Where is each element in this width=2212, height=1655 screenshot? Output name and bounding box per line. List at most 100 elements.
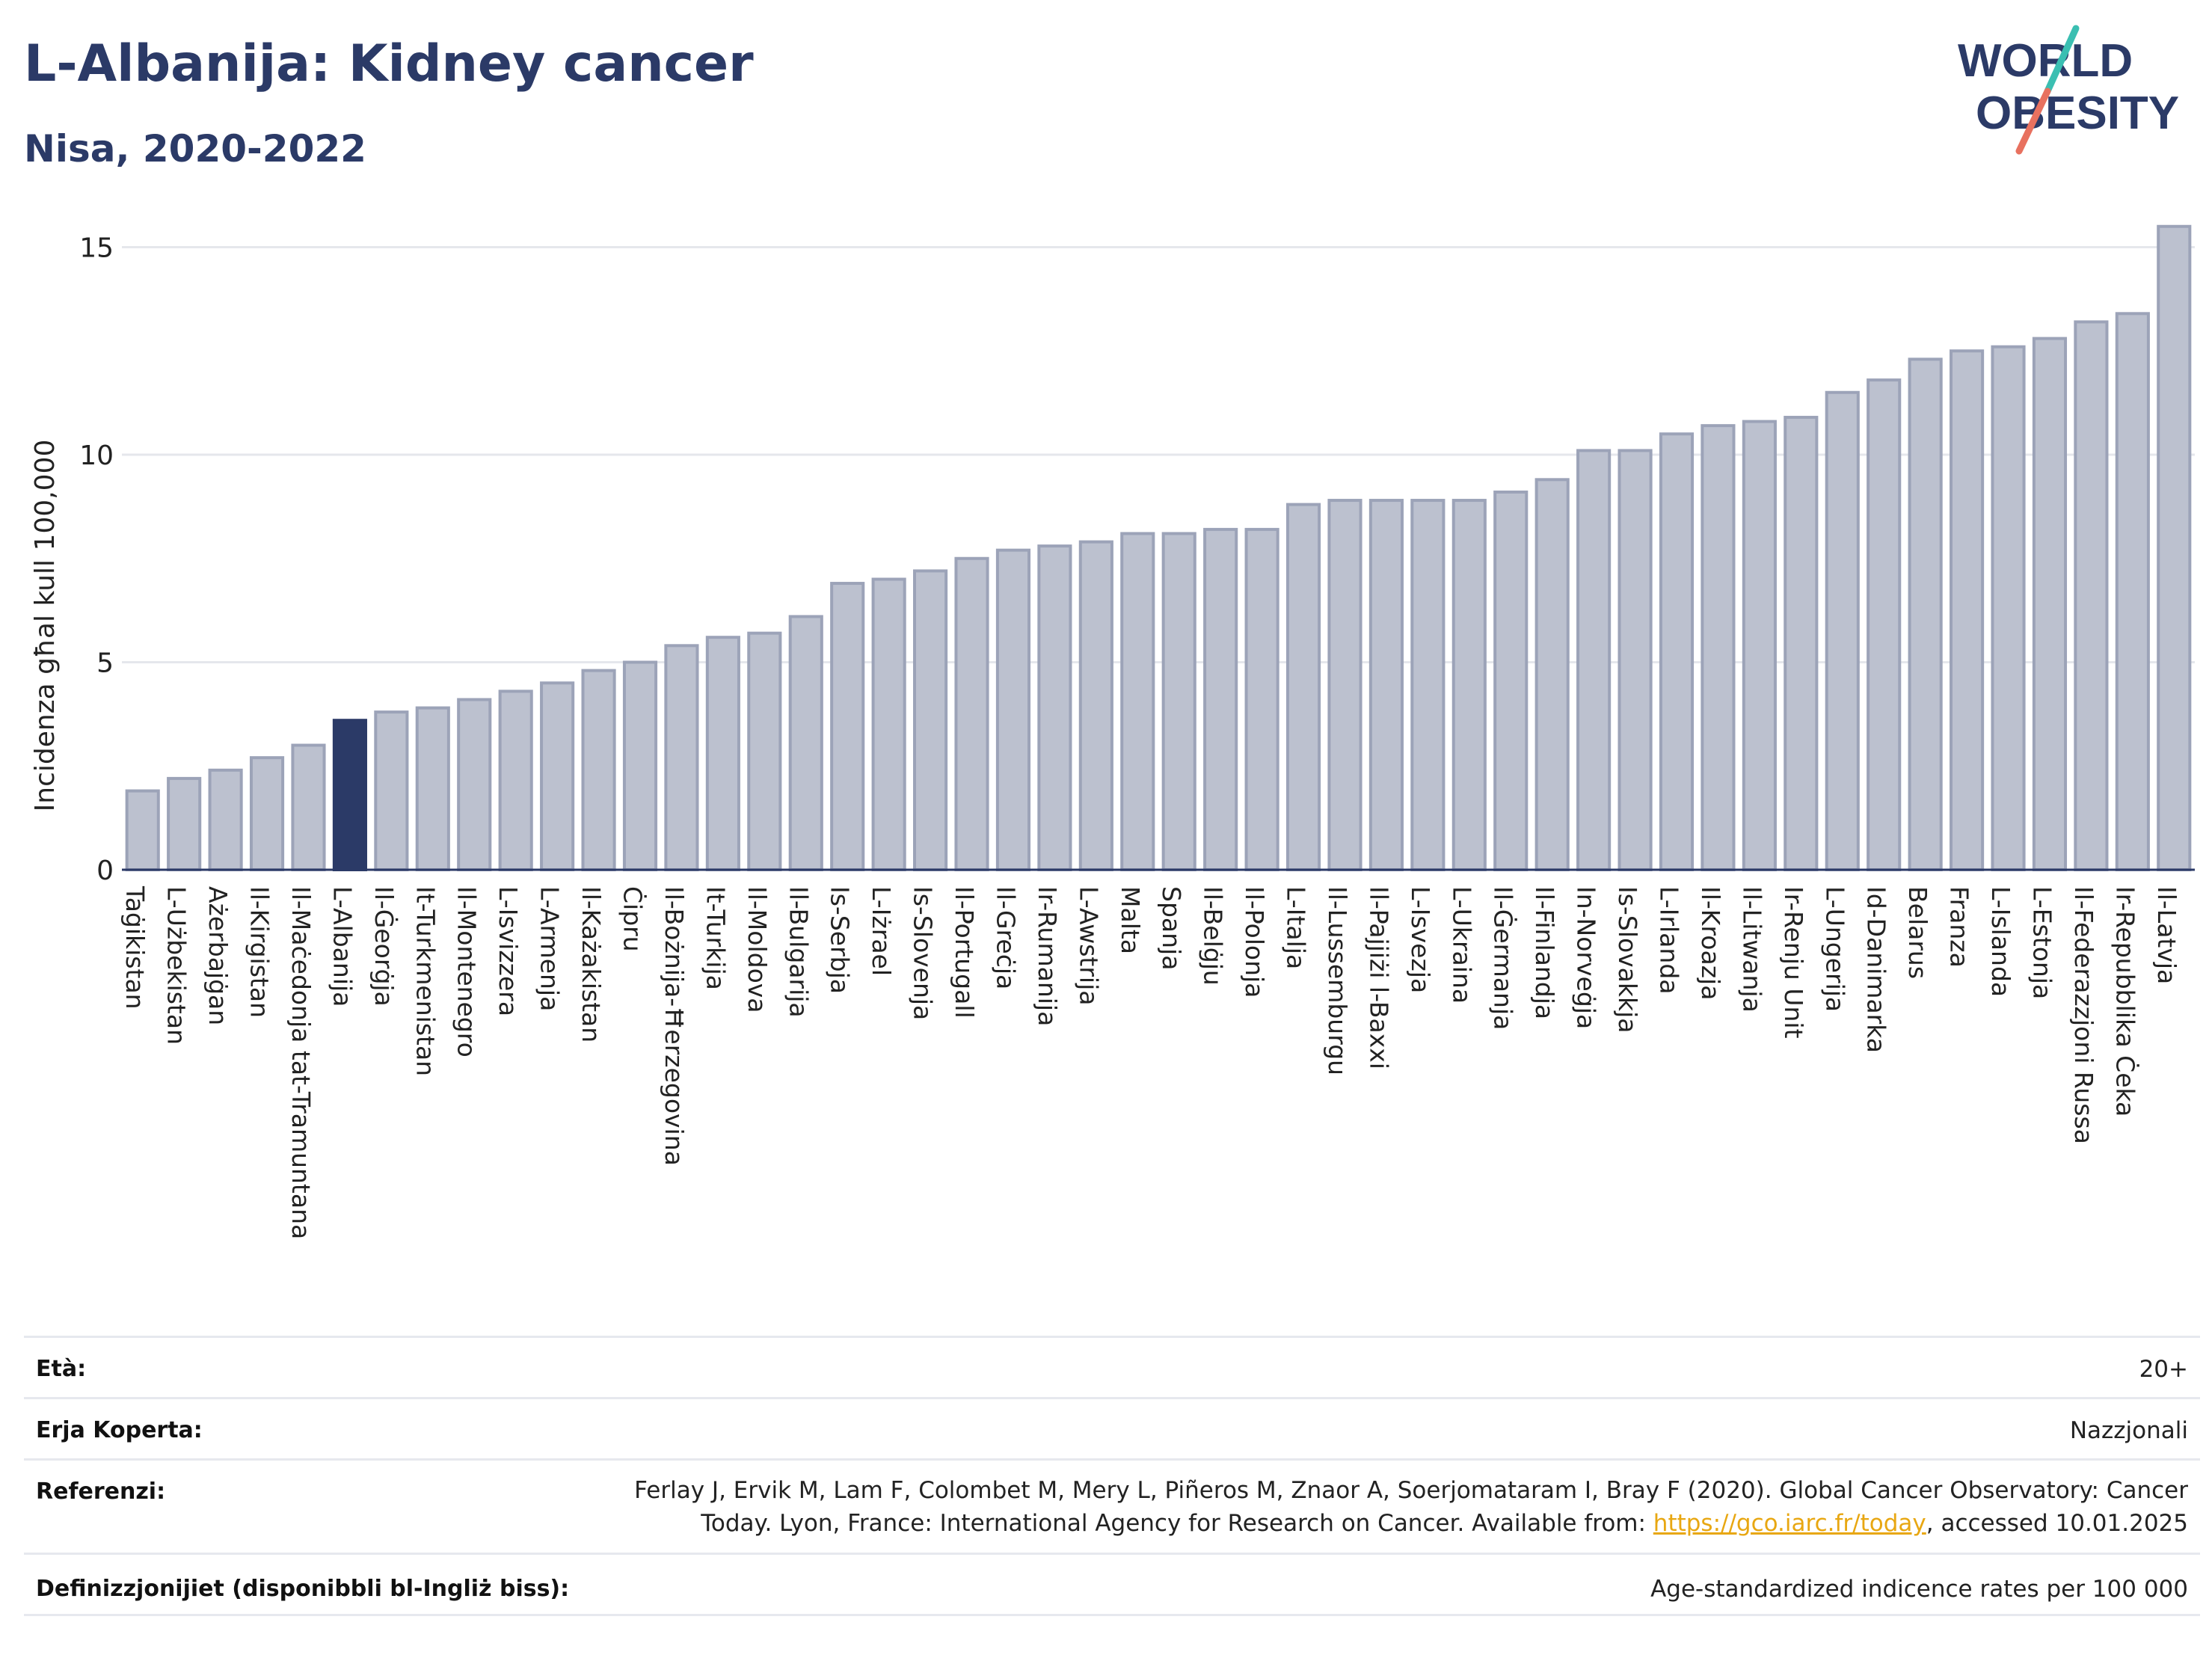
meta-row-age: Età: 20+	[24, 1336, 2200, 1398]
y-tick-label: 0	[96, 856, 114, 886]
definitions-value: Age-standardized indicence rates per 100…	[1650, 1576, 2188, 1603]
references-line-2-suffix: , accessed 10.01.2025	[1926, 1510, 2188, 1537]
logo-slash-coral	[2015, 87, 2051, 155]
bar-33[interactable]	[1493, 490, 1529, 871]
bar-3[interactable]	[249, 756, 285, 872]
bar-26[interactable]	[1203, 527, 1238, 872]
x-tick-label: L-Italja	[1282, 886, 1311, 969]
bar-36[interactable]	[1617, 449, 1653, 871]
bar-9[interactable]	[498, 690, 533, 871]
coverage-value: Nazzjonali	[2069, 1417, 2188, 1444]
bar-chart: 0 5 10 15 Taġikistan L-Użbekistan Ażerbajġan I…	[30, 224, 2195, 1239]
bar-22[interactable]	[1037, 544, 1072, 871]
bar-47[interactable]	[2074, 320, 2109, 871]
references-link[interactable]: https://gco.iarc.fr/today	[1653, 1510, 1926, 1537]
bar-16[interactable]	[788, 615, 823, 871]
x-tick-label: L-Irlanda	[1655, 886, 1684, 995]
bar-8[interactable]	[457, 698, 492, 872]
bar-10[interactable]	[540, 681, 575, 871]
bar-39[interactable]	[1742, 420, 1777, 871]
bar-37[interactable]	[1659, 432, 1695, 871]
bar-48[interactable]	[2115, 312, 2150, 871]
bar-7[interactable]	[415, 706, 450, 871]
bar-12[interactable]	[622, 660, 658, 871]
x-tick-label: Il-Latvja	[2152, 886, 2181, 984]
bar-49[interactable]	[2157, 224, 2192, 871]
definitions-label: Definizzjonijiet (disponibbli bl-Ingliż …	[36, 1576, 570, 1602]
bar-38[interactable]	[1701, 424, 1736, 871]
x-tick-label: Taġikistan	[120, 885, 150, 1010]
bar-44[interactable]	[1950, 349, 1985, 871]
x-tick-label: Il-Finlandja	[1530, 886, 1559, 1019]
bar-41[interactable]	[1825, 390, 1860, 871]
bar-6[interactable]	[374, 710, 409, 871]
x-tick-label: Ir-Repubblika Ċeka	[2110, 886, 2140, 1117]
bar-35[interactable]	[1576, 449, 1612, 871]
x-tick-label: Malta	[1116, 886, 1145, 954]
bar-15[interactable]	[747, 631, 782, 872]
bar-31[interactable]	[1410, 499, 1446, 871]
x-tick-label: Il-Maċedonja tat-Tramuntana	[286, 886, 316, 1239]
x-tick-label: L-Armenja	[535, 886, 565, 1011]
x-tick-label: Il-Portugall	[950, 886, 979, 1019]
bar-20[interactable]	[954, 556, 989, 871]
bar-4[interactable]	[291, 743, 326, 871]
y-tick-label: 10	[79, 440, 114, 471]
x-tick-label: Ażerbajġan	[203, 886, 233, 1025]
bar-25[interactable]	[1161, 532, 1196, 871]
bar-43[interactable]	[1908, 357, 1943, 872]
bar-42[interactable]	[1867, 378, 1902, 872]
bar-34[interactable]	[1534, 478, 1570, 871]
x-tick-label: Franza	[1945, 886, 1974, 968]
meta-row-references: Referenzi: Ferlay J, Ervik M, Lam F, Col…	[24, 1458, 2200, 1553]
logo-word-obesity: OBESITY	[1976, 87, 2179, 139]
page-subtitle: Nisa, 2020-2022	[24, 127, 366, 171]
bar-21[interactable]	[995, 548, 1031, 872]
x-tick-label: L-Ukraina	[1447, 886, 1476, 1004]
x-tick-label: Il-Kroazja	[1696, 886, 1725, 1000]
bar-46[interactable]	[2032, 337, 2068, 872]
bar-28[interactable]	[1285, 503, 1321, 871]
x-tick-label: Il-Pajjiżi l-Baxxi	[1364, 886, 1393, 1069]
bar-2[interactable]	[208, 768, 243, 872]
bar-5[interactable]	[332, 719, 367, 872]
bar-32[interactable]	[1451, 499, 1487, 871]
meta-row-definitions: Definizzjonijiet (disponibbli bl-Ingliż …	[24, 1553, 2200, 1615]
logo-word-world: WORLD	[1958, 35, 2133, 87]
bar-11[interactable]	[581, 669, 616, 871]
bar-24[interactable]	[1120, 532, 1155, 871]
bar-14[interactable]	[705, 636, 740, 871]
bar-29[interactable]	[1327, 499, 1362, 871]
bar-40[interactable]	[1784, 416, 1819, 871]
bar-27[interactable]	[1244, 527, 1279, 872]
bar-0[interactable]	[125, 789, 160, 872]
x-tick-label: L-Estonja	[2027, 886, 2056, 999]
x-tick-label: Is-Serbja	[826, 886, 855, 994]
y-axis-label: Incidenza għal kull 100,000	[30, 440, 61, 812]
bar-23[interactable]	[1078, 540, 1113, 871]
x-tick-label: L-Użbekistan	[162, 886, 191, 1045]
x-tick-label: Is-Slovenja	[909, 886, 938, 1020]
bar-17[interactable]	[830, 582, 865, 871]
x-tick-label: Il-Litwanja	[1737, 886, 1766, 1013]
bar-45[interactable]	[1991, 345, 2026, 871]
x-tick-label: Ir-Renju Unit	[1779, 886, 1808, 1039]
x-tick-label: Ċipru	[618, 886, 648, 952]
x-tick-label: Is-Slovakkja	[1613, 886, 1642, 1034]
x-tick-label: L-Isvezja	[1406, 886, 1435, 993]
x-tick-label: Il-Bożnija-Ħerzegovina	[660, 886, 689, 1166]
x-axis-labels: Taġikistan L-Użbekistan Ażerbajġan Il-Kirgi…	[120, 885, 2181, 1239]
x-tick-label: Il-Każakistan	[577, 886, 606, 1043]
bar-30[interactable]	[1368, 499, 1404, 871]
x-tick-label: Il-Greċja	[991, 886, 1020, 989]
bar-1[interactable]	[167, 776, 202, 872]
x-tick-label: Il-Montenegro	[452, 886, 482, 1057]
x-tick-label: In-Norveġja	[1572, 886, 1601, 1029]
page-title: L-Albanija: Kidney cancer	[24, 34, 754, 93]
x-tick-label: Il-Ġermanja	[1489, 886, 1519, 1030]
bar-18[interactable]	[871, 577, 906, 871]
bar-19[interactable]	[913, 569, 948, 872]
bar-13[interactable]	[664, 644, 699, 871]
x-tick-label: Il-Bulgarija	[784, 886, 813, 1018]
x-tick-label: L-Albanija	[328, 886, 357, 1007]
